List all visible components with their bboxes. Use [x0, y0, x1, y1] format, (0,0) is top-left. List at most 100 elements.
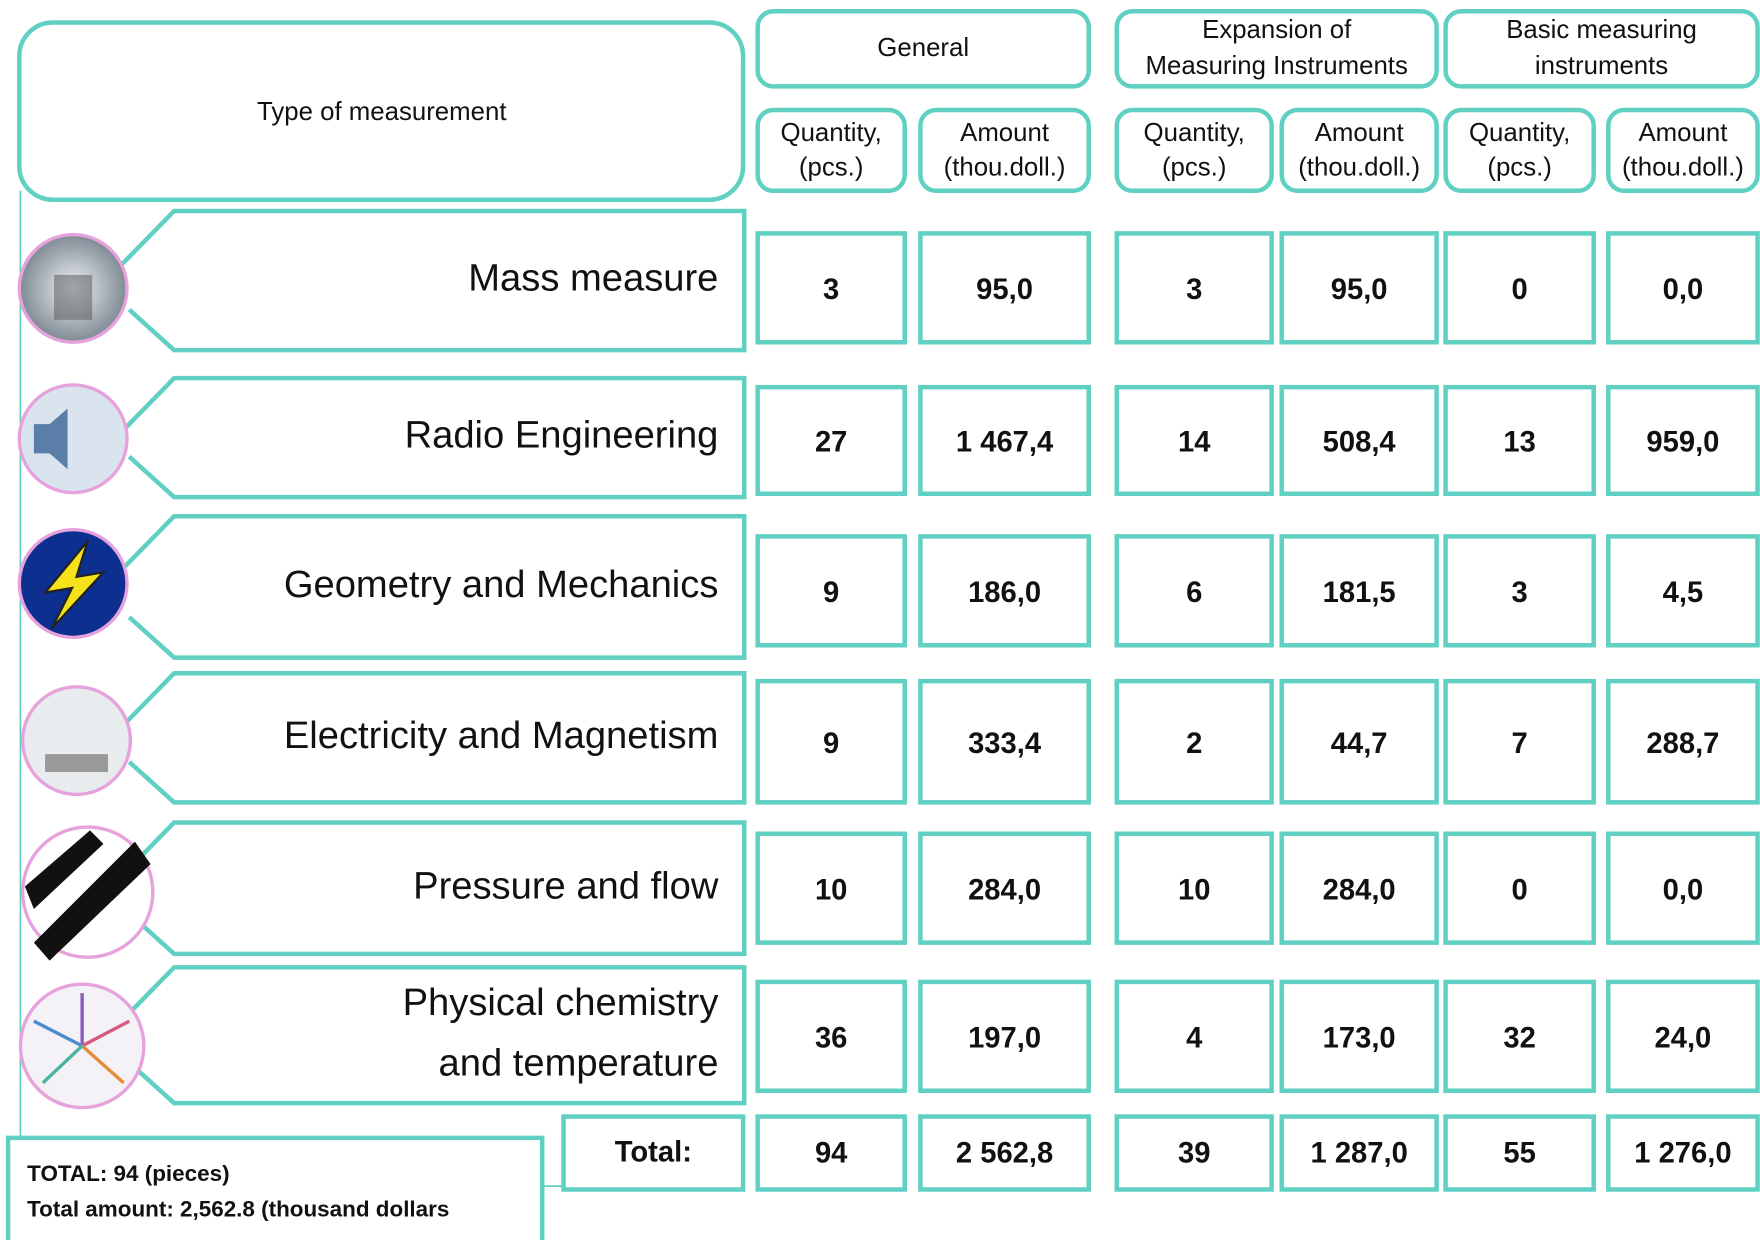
value: 4	[1186, 1022, 1203, 1054]
column-header: Amount	[960, 119, 1049, 147]
value: 95,0	[976, 274, 1033, 306]
row-label-box	[119, 820, 747, 957]
group-header: instruments	[1535, 52, 1668, 80]
value-cell	[1606, 534, 1760, 648]
column-header: Quantity,	[1469, 119, 1570, 147]
value-cell	[1279, 831, 1439, 945]
total-cell	[1114, 1114, 1274, 1192]
column-header-box	[1443, 107, 1596, 194]
total-value: 39	[1178, 1137, 1210, 1169]
value: 6	[1186, 577, 1202, 609]
value: 9	[823, 577, 839, 609]
total-value: 1 276,0	[1634, 1137, 1731, 1169]
icon-detail	[42, 540, 107, 630]
column-header: (thou.doll.)	[944, 154, 1066, 182]
row-label: Radio Engineering	[405, 414, 719, 457]
value-cell	[1443, 678, 1596, 805]
value-cell	[1114, 678, 1274, 805]
value: 3	[823, 274, 839, 306]
value-cell	[918, 384, 1091, 496]
row-label-box	[119, 513, 747, 660]
value-cell	[918, 231, 1091, 345]
value-cell	[1114, 534, 1274, 648]
value: 284,0	[968, 874, 1041, 906]
value: 4,5	[1663, 577, 1704, 609]
value: 3	[1186, 274, 1202, 306]
note-line: TOTAL: 94 (pieces)	[27, 1161, 229, 1186]
group-header: Expansion of	[1202, 16, 1352, 44]
icon-detail	[24, 830, 104, 909]
column-header-box	[1114, 107, 1274, 194]
value: 0	[1512, 874, 1528, 906]
value: 32	[1503, 1022, 1535, 1054]
icon-detail	[33, 408, 68, 470]
value-cell	[1606, 231, 1760, 345]
total-cell	[1279, 1114, 1439, 1192]
value-cell	[1443, 979, 1596, 1093]
note-box	[5, 1135, 545, 1240]
total-cell	[755, 1114, 907, 1192]
row-label: and temperature	[439, 1042, 719, 1085]
value: 0,0	[1663, 274, 1704, 306]
value: 10	[815, 874, 847, 906]
value: 508,4	[1323, 427, 1397, 459]
value-cell	[918, 678, 1091, 805]
value: 959,0	[1646, 427, 1719, 459]
value-cell	[1606, 979, 1760, 1093]
value: 186,0	[968, 577, 1041, 609]
value: 0	[1512, 274, 1528, 306]
total-value: 2 562,8	[956, 1137, 1053, 1169]
total-value: 1 287,0	[1311, 1137, 1408, 1169]
group-header: Measuring Instruments	[1145, 52, 1407, 80]
rows	[119, 208, 747, 1106]
row-label: Mass measure	[468, 257, 718, 300]
icons	[17, 232, 155, 1110]
total-label: Total:	[615, 1136, 692, 1168]
column-header-box	[755, 107, 907, 194]
column-header: Quantity,	[1144, 119, 1245, 147]
value-cell	[755, 534, 907, 648]
value-cell	[755, 831, 907, 945]
value: 44,7	[1331, 728, 1388, 760]
total-cell	[1606, 1114, 1760, 1192]
value: 95,0	[1331, 274, 1388, 306]
value: 1 467,4	[956, 427, 1054, 459]
row-label: Electricity and Magnetism	[284, 714, 719, 757]
value-cell	[755, 678, 907, 805]
value-cell	[1606, 831, 1760, 945]
column-header: Amount	[1638, 119, 1727, 147]
column-header-box	[918, 107, 1091, 194]
value-cell	[918, 979, 1091, 1093]
value-cell	[1443, 231, 1596, 345]
column-header: (thou.doll.)	[1622, 154, 1744, 182]
value: 0,0	[1663, 874, 1704, 906]
value: 2	[1186, 728, 1202, 760]
row-label-box	[119, 965, 747, 1106]
value-cell	[755, 231, 907, 345]
value: 27	[815, 427, 847, 459]
column-header-box	[1279, 107, 1439, 194]
column-header: (pcs.)	[1487, 154, 1551, 182]
icon-electricity	[20, 685, 133, 797]
value: 36	[815, 1022, 847, 1054]
value: 10	[1178, 874, 1210, 906]
value-cell	[755, 979, 907, 1093]
column-header: Quantity,	[781, 119, 882, 147]
note-line: Total amount: 2,562.8 (thousand dollars	[27, 1197, 449, 1222]
column-header: Amount	[1315, 119, 1404, 147]
value-cell	[1279, 534, 1439, 648]
value-cell	[1279, 231, 1439, 345]
column-header: (thou.doll.)	[1298, 154, 1420, 182]
value: 3	[1512, 577, 1528, 609]
value: 24,0	[1655, 1022, 1712, 1054]
row-label: Pressure and flow	[413, 864, 719, 907]
value-cell	[1606, 678, 1760, 805]
icon-detail	[33, 841, 151, 961]
column-header-box	[1606, 107, 1760, 194]
value-cell	[1279, 678, 1439, 805]
value: 9	[823, 728, 839, 760]
value: 13	[1503, 427, 1535, 459]
icon-detail	[54, 274, 93, 320]
value: 173,0	[1323, 1022, 1396, 1054]
